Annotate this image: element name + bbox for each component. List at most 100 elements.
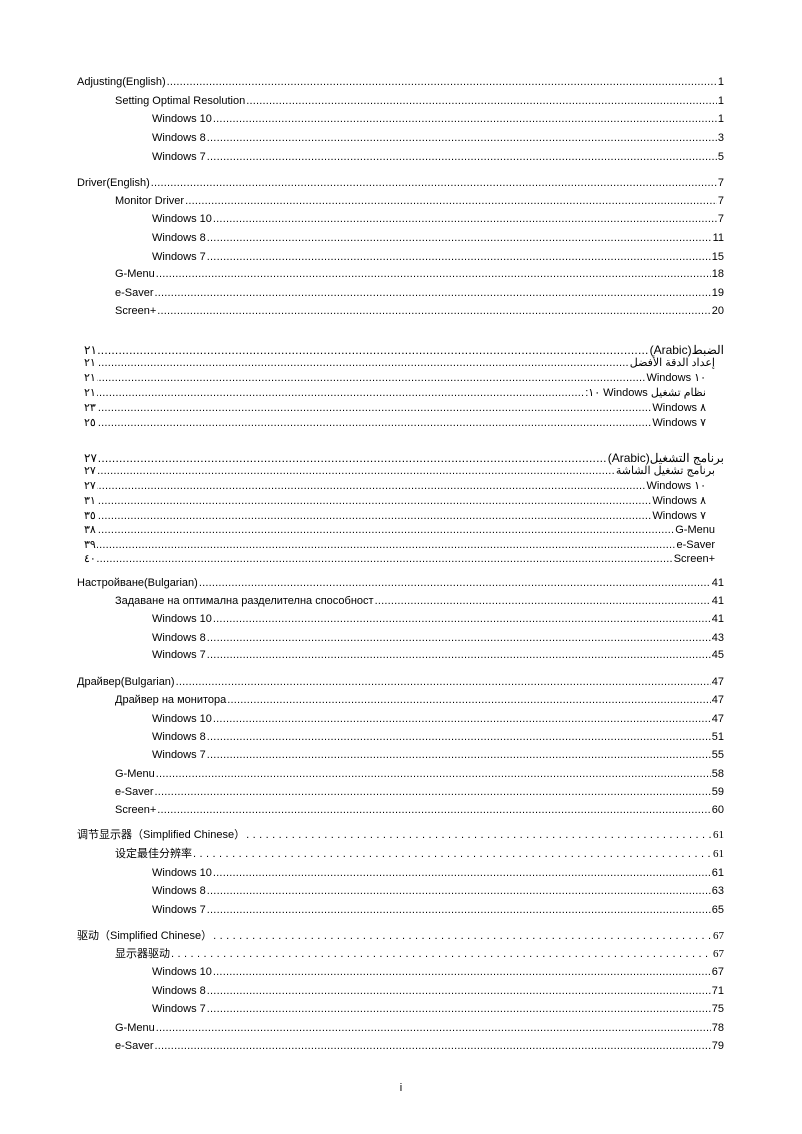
toc-entry[interactable]: برنامج تشغيل الشاشة ٢٧ <box>84 464 715 478</box>
toc-entry-page: 5 <box>717 151 724 163</box>
dot-leader <box>207 730 711 744</box>
dot-leader <box>207 984 711 998</box>
toc-entry-title: Adjusting(English) <box>77 76 166 88</box>
dot-leader <box>213 929 712 943</box>
dot-leader <box>97 464 615 478</box>
toc-entry-page: 19 <box>711 287 724 299</box>
toc-entry[interactable]: Screen+ ٤٠ <box>84 552 715 566</box>
toc-entry[interactable]: Windows 7 15 <box>152 250 724 264</box>
toc-entry[interactable]: Windows ٧ ٢٥ <box>84 416 706 430</box>
toc-entry[interactable]: Windows 8 11 <box>152 231 724 245</box>
toc-entry-title: Windows ٧ <box>652 510 706 522</box>
toc-entry[interactable]: Windows 10 61 <box>152 866 724 880</box>
toc-entry[interactable]: Setting Optimal Resolution 1 <box>115 94 724 108</box>
toc-entry-page: 79 <box>711 1040 724 1052</box>
toc-entry-title: نظام تشغيل Windows ١٠: <box>585 387 706 399</box>
toc-entry[interactable]: Windows 7 75 <box>152 1002 724 1016</box>
toc-entry[interactable]: 调节显示器（Simplified Chinese） 61 <box>77 828 724 842</box>
toc-entry-page: 67 <box>713 948 724 960</box>
toc-entry[interactable]: Windows 7 65 <box>152 903 724 917</box>
toc-entry[interactable]: نظام تشغيل Windows ١٠: ٢١ <box>84 386 706 400</box>
toc-entry[interactable]: Windows 10 1 <box>152 112 724 126</box>
toc-entry[interactable]: Windows ٨ ٢٣ <box>84 401 706 415</box>
toc-entry-page: 18 <box>711 268 724 280</box>
toc-entry[interactable]: Windows 10 67 <box>152 965 724 979</box>
toc-entry[interactable]: Windows ٨ ٣١ <box>84 494 706 508</box>
toc-entry-title: Windows 10 <box>152 713 212 725</box>
toc-entry-page: 55 <box>711 749 724 761</box>
toc-entry-title: Windows 7 <box>152 749 206 761</box>
toc-entry[interactable]: إعداد الدقة الأفضل ٢١ <box>84 356 715 370</box>
toc-entry[interactable]: Windows 8 71 <box>152 984 724 998</box>
toc-entry[interactable]: Windows 7 5 <box>152 150 724 164</box>
toc-entry-title: Screen+ <box>115 804 157 816</box>
toc-entry-page: ٣٩ <box>84 539 96 551</box>
toc-entry[interactable]: Windows ٧ ٣٥ <box>84 509 706 523</box>
toc-entry[interactable]: Windows 8 51 <box>152 730 724 744</box>
toc-entry[interactable]: Driver(English) 7 <box>77 176 724 190</box>
toc-entry[interactable]: G-Menu 18 <box>115 267 724 281</box>
dot-leader <box>97 494 652 508</box>
toc-entry-page: ٢١ <box>84 387 96 399</box>
toc-entry[interactable]: e-Saver 59 <box>115 785 724 799</box>
toc-entry[interactable]: 驱动（Simplified Chinese） 67 <box>77 929 724 943</box>
toc-entry-page: 61 <box>711 867 724 879</box>
toc-entry-title: Windows 8 <box>152 232 206 244</box>
toc-entry-page: 41 <box>711 595 724 607</box>
toc-entry[interactable]: G-Menu ٣٨ <box>84 523 715 537</box>
toc-entry[interactable]: Windows 8 43 <box>152 631 724 645</box>
toc-entry[interactable]: Windows 7 55 <box>152 748 724 762</box>
toc-entry[interactable]: Screen+ 60 <box>115 803 724 817</box>
toc-entry[interactable]: Windows ١٠ ٢٧ <box>84 479 706 493</box>
toc-entry-title: Windows ٧ <box>652 417 706 429</box>
toc-entry[interactable]: Screen+ 20 <box>115 304 724 318</box>
toc-entry[interactable]: G-Menu 78 <box>115 1021 724 1035</box>
dot-leader <box>155 286 711 300</box>
dot-leader <box>199 576 711 590</box>
toc-entry-page: ٢١ <box>84 343 97 357</box>
toc-entry[interactable]: Настройване(Bulgarian) 41 <box>77 576 724 590</box>
toc-entry[interactable]: Windows 8 63 <box>152 884 724 898</box>
toc-entry-page: 63 <box>711 885 724 897</box>
dot-leader <box>151 176 717 190</box>
toc-entry[interactable]: Драйвер на монитора 47 <box>115 693 724 707</box>
dot-leader <box>207 748 711 762</box>
toc-entry-title: Screen+ <box>115 305 157 317</box>
toc-entry-page: 7 <box>717 177 724 189</box>
toc-entry-page: 60 <box>711 804 724 816</box>
toc-entry[interactable]: Windows ١٠ ٢١ <box>84 371 706 385</box>
toc-entry-page: 61 <box>713 848 724 860</box>
toc-entry-page: 43 <box>711 632 724 644</box>
dot-leader <box>157 304 710 318</box>
toc-entry[interactable]: Задаване на оптимална разделителна спосо… <box>115 594 724 608</box>
toc-entry[interactable]: برنامج التشغيل(Arabic) ٢٧ <box>84 451 724 465</box>
toc-entry[interactable]: Windows 10 7 <box>152 212 724 226</box>
dot-leader <box>185 194 717 208</box>
toc-entry-page: 65 <box>711 904 724 916</box>
toc-entry[interactable]: G-Menu 58 <box>115 767 724 781</box>
toc-entry-title: Windows 10 <box>152 966 212 978</box>
toc-entry-title: G-Menu <box>115 268 155 280</box>
toc-entry[interactable]: Adjusting(English) 1 <box>77 75 724 89</box>
toc-entry[interactable]: e-Saver 79 <box>115 1039 724 1053</box>
toc-entry[interactable]: e-Saver 19 <box>115 286 724 300</box>
toc-entry[interactable]: Windows 8 3 <box>152 131 724 145</box>
toc-entry-title: 显示器驱动 <box>115 948 170 960</box>
toc-entry[interactable]: 显示器驱动 67 <box>115 947 724 961</box>
toc-entry-title: 设定最佳分辨率 <box>115 848 192 860</box>
toc-entry[interactable]: Windows 10 41 <box>152 612 724 626</box>
toc-entry[interactable]: الضبط(Arabic) ٢١ <box>84 343 724 357</box>
toc-entry-title: Windows 8 <box>152 731 206 743</box>
dot-leader <box>176 675 711 689</box>
dot-leader <box>97 416 652 430</box>
toc-entry-title: Windows 7 <box>152 151 206 163</box>
toc-entry[interactable]: Драйвер(Bulgarian) 47 <box>77 675 724 689</box>
toc-entry-page: 47 <box>711 713 724 725</box>
page-number: i <box>399 1082 403 1094</box>
toc-entry[interactable]: Monitor Driver 7 <box>115 194 724 208</box>
toc-entry[interactable]: e-Saver ٣٩ <box>84 538 715 552</box>
toc-entry[interactable]: 设定最佳分辨率 61 <box>115 847 724 861</box>
toc-entry-title: Драйвер(Bulgarian) <box>77 676 175 688</box>
toc-entry[interactable]: Windows 7 45 <box>152 648 724 662</box>
toc-entry[interactable]: Windows 10 47 <box>152 712 724 726</box>
